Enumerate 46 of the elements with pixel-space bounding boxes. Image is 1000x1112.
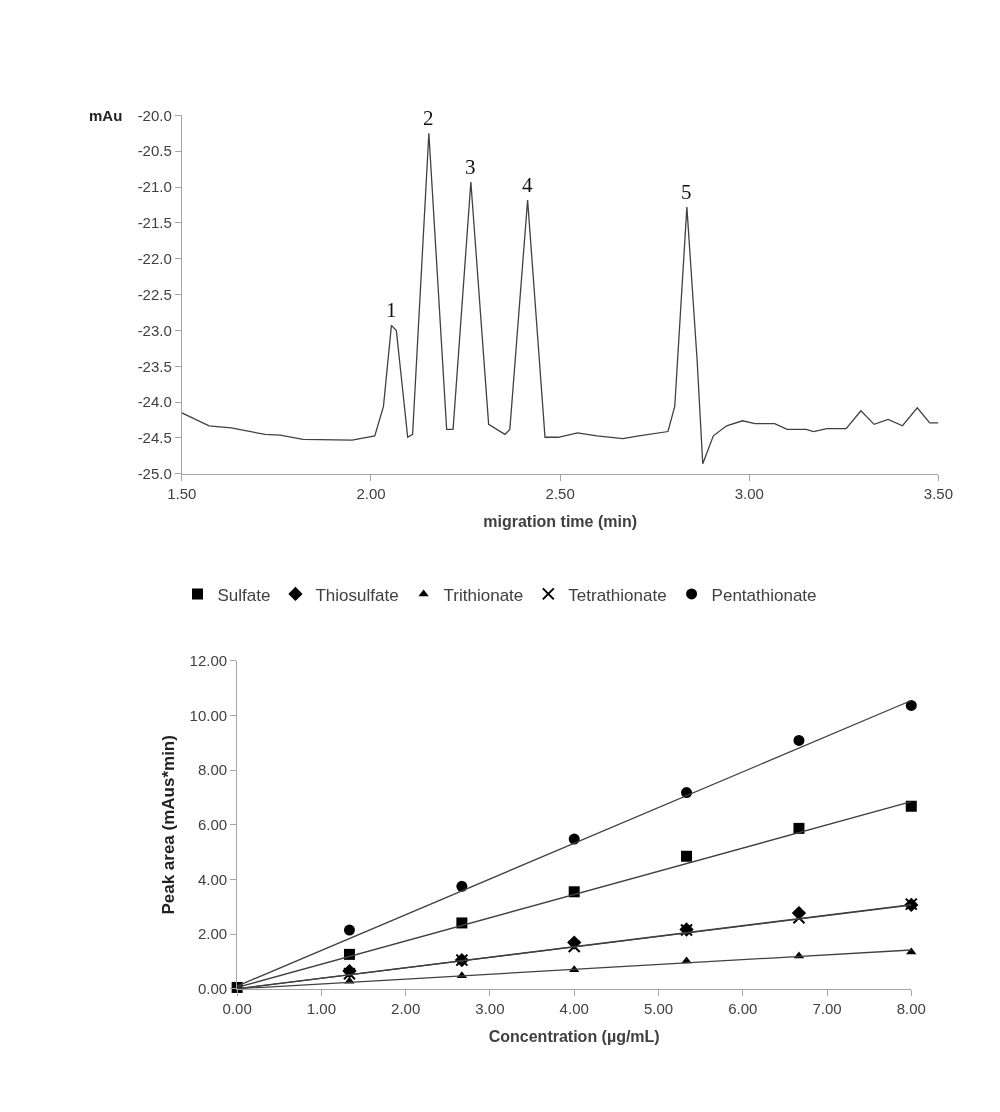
y-tick-label: -20.5 (137, 142, 172, 160)
y-tick-label: 6.00 (197, 816, 228, 834)
legend-label: Trithionate (443, 585, 524, 605)
x-tick-label: 3.00 (475, 999, 505, 1017)
y-tick-label: 12.00 (189, 652, 228, 670)
y-tick-label: -21.5 (137, 214, 172, 232)
y-tick-label: -21.0 (137, 178, 172, 196)
y-tick-label: 0.00 (197, 980, 228, 998)
x-tick-label: 0.00 (222, 999, 252, 1017)
legend-label: Thiosulfate (315, 585, 399, 605)
legend-label: Tetrathionate (568, 585, 667, 605)
annotation: 3 (465, 155, 476, 179)
x-tick-label: 2.50 (545, 484, 575, 502)
legend-label: Sulfate (217, 585, 271, 605)
y-tick-label: -20.0 (137, 106, 172, 124)
annotation: 2 (423, 106, 434, 130)
x-tick-label: 2.00 (356, 484, 386, 502)
x-tick-label: 6.00 (728, 999, 758, 1017)
y-tick-label: 4.00 (197, 870, 228, 888)
y-axis-title: mAu (89, 107, 123, 124)
y-tick-label: -24.0 (137, 393, 172, 411)
y-tick-label: -22.5 (137, 285, 172, 303)
y-tick-label: 10.00 (189, 706, 228, 724)
x-tick-label: 3.00 (734, 484, 764, 502)
annotation: 1 (386, 298, 397, 322)
y-tick-label: -23.5 (137, 357, 172, 375)
x-tick-label: 8.00 (896, 999, 926, 1017)
y-tick-label: 2.00 (197, 925, 228, 943)
x-axis-title: migration time (min) (483, 512, 638, 530)
x-tick-label: 1.50 (167, 484, 197, 502)
y-tick-label: -25.0 (137, 465, 172, 483)
x-tick-label: 5.00 (643, 999, 674, 1017)
x-axis-title: Concentration (µg/mL) (488, 1027, 660, 1045)
y-tick-label: -23.0 (137, 321, 172, 339)
annotation: 5 (681, 180, 692, 204)
x-tick-label: 2.00 (391, 999, 421, 1017)
y-tick-label: -24.5 (137, 429, 172, 447)
x-tick-label: 1.00 (306, 999, 336, 1017)
annotation: 4 (522, 173, 533, 197)
y-axis-title: Peak area (mAus*min) (159, 735, 179, 915)
y-tick-label: 8.00 (197, 761, 228, 779)
legend-label: Pentathionate (711, 585, 817, 605)
x-tick-label: 7.00 (812, 999, 842, 1017)
x-tick-label: 4.00 (559, 999, 589, 1017)
y-tick-label: -22.0 (137, 249, 172, 267)
x-tick-label: 3.50 (923, 484, 954, 502)
